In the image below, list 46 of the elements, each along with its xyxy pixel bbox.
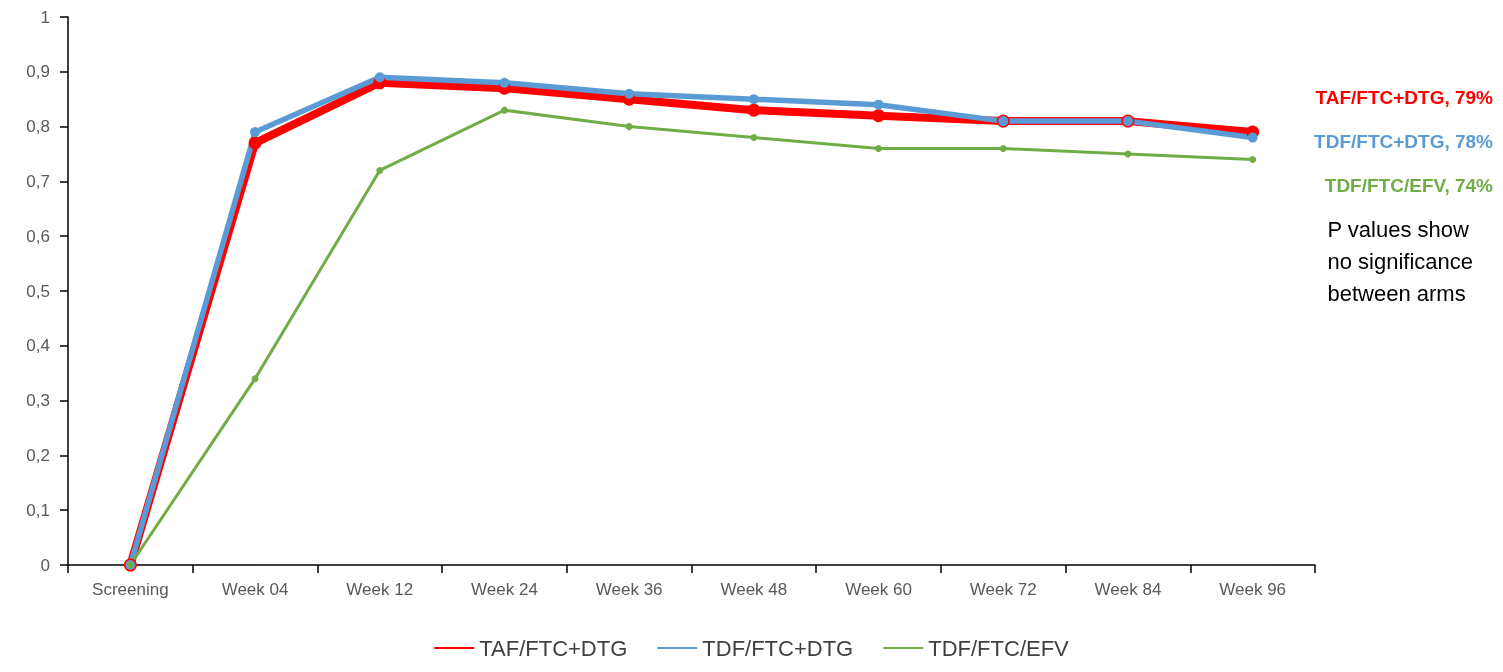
- x-tick-label: Week 72: [969, 580, 1037, 599]
- point: [875, 145, 883, 153]
- y-tick-label: 0,8: [26, 117, 50, 137]
- x-tick-label: Week 60: [845, 580, 912, 599]
- legend-label: TDF/FTC/EFV: [928, 635, 1070, 661]
- point: [750, 134, 758, 142]
- point: [625, 123, 633, 131]
- y-tick-label: 0,7: [26, 171, 50, 191]
- x-tick-label: Week 48: [720, 580, 788, 599]
- point: [376, 166, 384, 174]
- x-tick-label: Week 04: [221, 580, 289, 599]
- point: [747, 103, 761, 117]
- point: [872, 109, 886, 123]
- point: [500, 106, 508, 114]
- point: [748, 94, 759, 105]
- y-tick-label: 0,1: [26, 500, 50, 520]
- y-tick-label: 0,9: [26, 62, 50, 82]
- point: [1249, 155, 1257, 163]
- y-tick-label: 0,3: [26, 391, 50, 411]
- point: [250, 127, 261, 138]
- point: [1247, 132, 1258, 143]
- x-tick-label: Week 96: [1219, 580, 1287, 599]
- y-tick-label: 0,4: [26, 336, 50, 356]
- y-tick-label: 0: [40, 555, 50, 575]
- point: [624, 88, 635, 99]
- text: TAF/FTC+DTG, 79%: [1315, 86, 1494, 108]
- y-tick-label: 0,6: [26, 226, 50, 246]
- y-tick-label: 0,5: [26, 281, 50, 301]
- point: [251, 375, 259, 383]
- x-tick-label: Week 12: [346, 580, 414, 599]
- point: [999, 145, 1007, 153]
- point: [248, 136, 262, 150]
- x-tick-label: Week 36: [595, 580, 663, 599]
- text: TDF/FTC/EFV, 74%: [1324, 174, 1494, 196]
- annotation: TDF/FTC+DTG, 78%: [1314, 130, 1494, 152]
- text: P values show no significance between arms: [1327, 216, 1474, 306]
- point: [499, 77, 510, 88]
- point: [873, 99, 884, 110]
- x-tick-label: Week 24: [471, 580, 538, 599]
- legend-label: TDF/FTC+DTG: [702, 635, 854, 661]
- point: [374, 72, 385, 83]
- x-tick-label: Screening: [92, 580, 169, 599]
- legend-label: TAF/FTC+DTG: [479, 635, 628, 661]
- x-tick-label: Week 84: [1094, 580, 1162, 599]
- y-tick-label: 1: [40, 7, 50, 27]
- y-tick-label: 0,2: [26, 445, 50, 465]
